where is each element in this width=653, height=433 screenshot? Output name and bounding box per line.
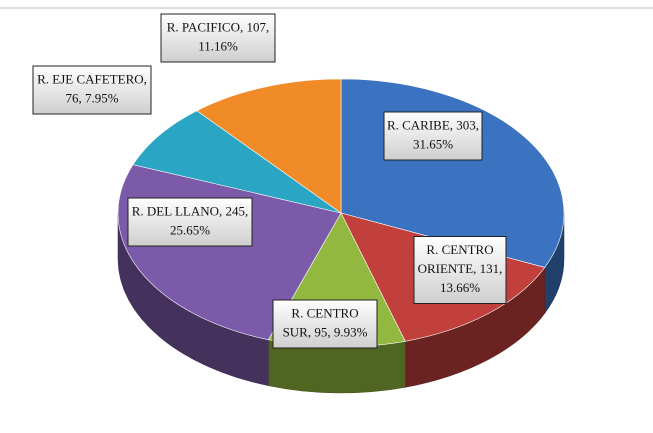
labels: R. CARIBE, 303, 31.65% R. CENTRO ORIENTE, 1… [32, 13, 507, 349]
data-label: R. CENTRO [426, 242, 493, 257]
data-label: R. CENTRO [291, 305, 358, 320]
label-box [32, 65, 152, 115]
data-label: 25.65% [170, 222, 210, 237]
data-label: 31.65% [413, 136, 453, 151]
data-label: R. EJE CAFETERO, [37, 71, 147, 86]
data-label: 11.16% [198, 38, 238, 53]
data-label: 13.66% [440, 280, 480, 295]
label-box [160, 13, 276, 63]
data-label: ORIENTE, 131, [418, 261, 503, 276]
label-box [127, 197, 253, 247]
pie-slice [132, 110, 342, 214]
label-box [272, 299, 378, 349]
data-label: R. PACIFICO, 107, [167, 19, 269, 34]
data-label: R. DEL LLANO, 245, [132, 203, 249, 218]
label-box [383, 111, 483, 161]
pie-sides [117, 212, 565, 394]
data-label: 76, 7.95% [65, 90, 118, 105]
pie-slice [196, 78, 342, 214]
label-box [413, 236, 507, 304]
data-label: SUR, 95, 9.93% [283, 324, 368, 339]
data-label: R. CARIBE, 303, [387, 117, 479, 132]
